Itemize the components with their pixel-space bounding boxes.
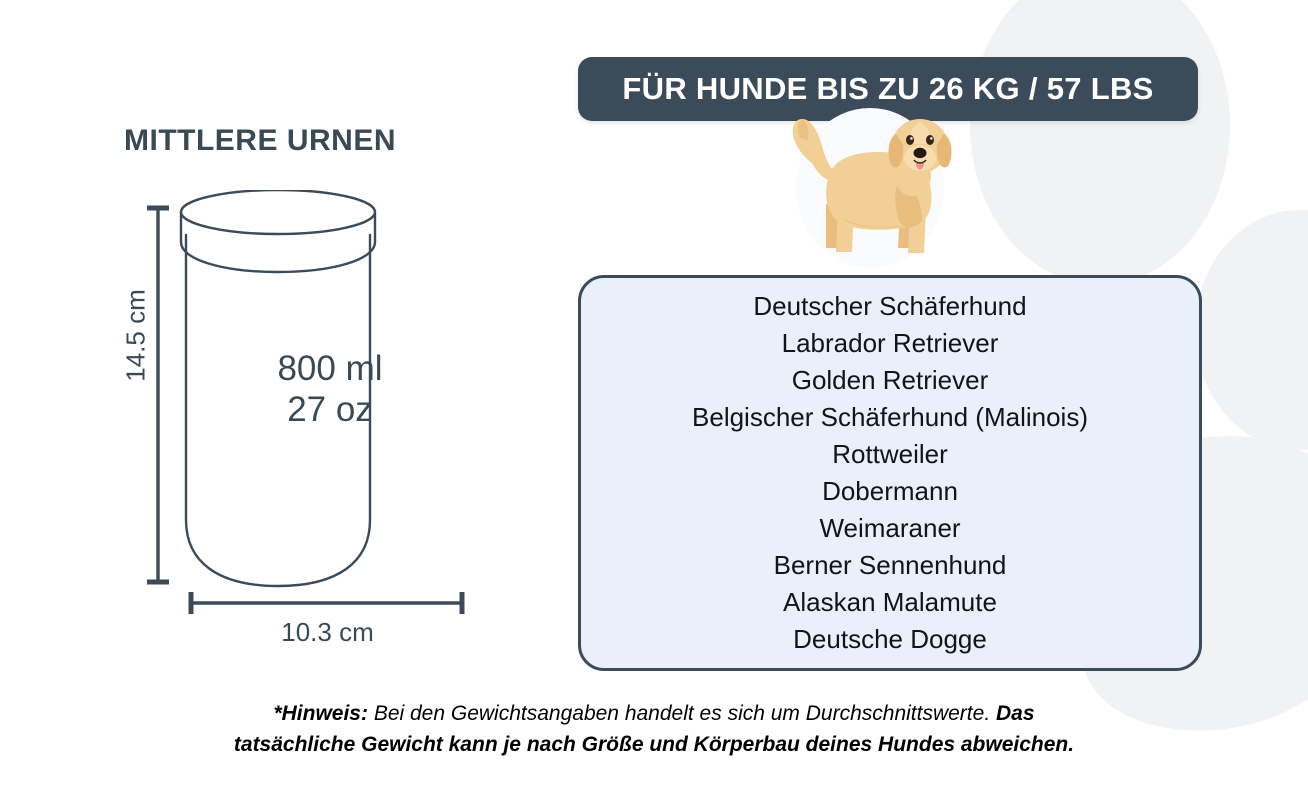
footnote-line2-bold: tatsächliche Gewicht kann je nach Größe …	[233, 733, 1075, 756]
list-item: Alaskan Malamute	[783, 587, 997, 617]
urn-body-outline	[184, 233, 372, 588]
list-item: Rottweiler	[832, 439, 948, 469]
width-dimension-line	[188, 592, 465, 614]
footnote-lead: *Hinweis:	[273, 702, 368, 725]
footnote-line-2: tatsächliche Gewicht kann je nach Größe …	[0, 729, 1308, 760]
weight-banner-text: FÜR HUNDE BIS ZU 26 KG / 57 LBS	[622, 71, 1154, 106]
dog-ear-left	[888, 134, 904, 168]
list-item: Belgischer Schäferhund (Malinois)	[692, 402, 1088, 432]
list-item: Deutscher Schäferhund	[753, 291, 1027, 321]
list-item: Labrador Retriever	[781, 328, 999, 358]
golden-retriever-icon	[782, 108, 962, 268]
breed-list-box: Deutscher Schäferhund Labrador Retriever…	[578, 275, 1202, 671]
dog-mouth	[913, 159, 927, 164]
dog-eye-left	[906, 135, 914, 145]
height-dimension-line	[147, 205, 169, 585]
dog-eye-right	[926, 135, 934, 145]
urn-lid-bottom-arc	[179, 240, 377, 274]
right-column: FÜR HUNDE BIS ZU 26 KG / 57 LBS	[560, 0, 1308, 690]
footnote-bold-tail: Das	[996, 702, 1035, 725]
dog-tongue	[916, 162, 924, 170]
list-item: Weimaraner	[819, 513, 961, 543]
footnote-line-1: *Hinweis: Bei den Gewichtsangaben handel…	[0, 698, 1308, 729]
urn-panel: MITTLERE URNEN	[0, 0, 520, 690]
footnote: *Hinweis: Bei den Gewichtsangaben handel…	[0, 698, 1308, 760]
urn-lid-top	[179, 188, 377, 236]
footnote-regular: Bei den Gewichtsangaben handelt es sich …	[367, 702, 996, 725]
dog-nose	[913, 147, 927, 159]
urn-volume-oz: 27 oz	[287, 390, 373, 430]
urn-height-label: 14.5 cm	[120, 289, 151, 382]
list-item: Dobermann	[822, 476, 958, 506]
dog-ear-right	[936, 134, 952, 168]
urn-volume-label: 800 ml 27 oz	[180, 348, 480, 431]
page-title: MITTLERE URNEN	[124, 124, 396, 157]
urn-illustration	[90, 188, 490, 660]
list-item: Deutsche Dogge	[793, 624, 987, 654]
list-item: Golden Retriever	[791, 365, 989, 395]
list-item: Berner Sennenhund	[773, 550, 1007, 580]
urn-width-label: 10.3 cm	[281, 617, 374, 647]
urn-volume-ml: 800 ml	[277, 349, 383, 388]
